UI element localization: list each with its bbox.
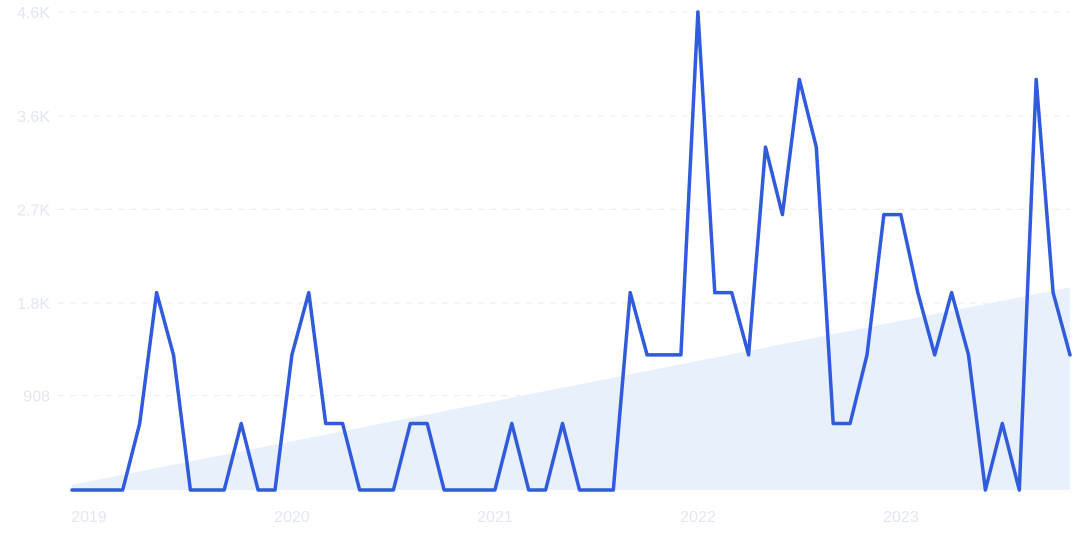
series-line [70,10,1072,492]
y-tick-label: 3.6K [17,109,50,126]
x-tick-label: 2019 [71,509,107,526]
y-tick-label: 1.8K [17,296,50,313]
y-axis-labels: 908 1.8K 2.7K 3.6K 4.6K [17,5,50,406]
trend-area [72,287,1070,490]
y-tick-label: 4.6K [17,5,50,22]
x-tick-label: 2023 [883,509,919,526]
x-tick-label: 2022 [680,509,716,526]
x-axis-labels: 2019 2020 2021 2022 2023 [71,509,919,526]
x-tick-label: 2020 [274,509,310,526]
y-tick-label: 2.7K [17,202,50,219]
y-tick-label: 908 [23,389,50,406]
x-tick-label: 2021 [477,509,513,526]
